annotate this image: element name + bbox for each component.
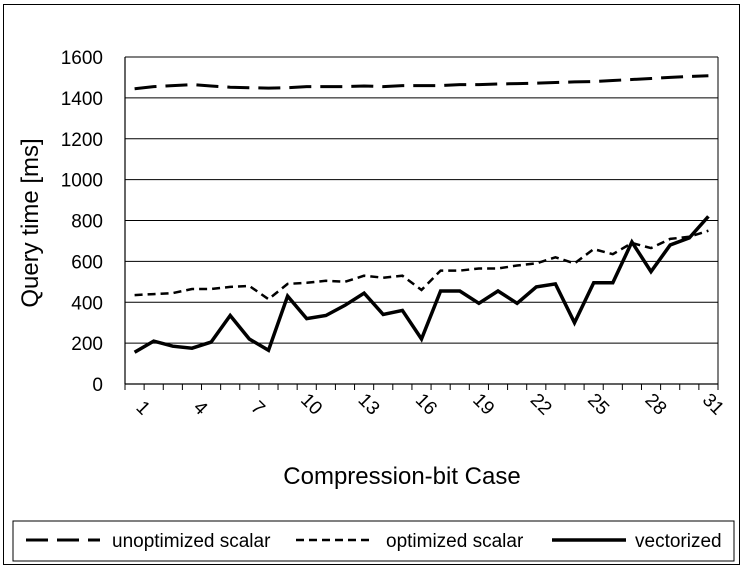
- y-tick-label: 1600: [61, 48, 103, 69]
- y-tick-labels: 0 200 400 600 800 1000 1200 1400 1600: [61, 48, 103, 396]
- x-tick-label: 25: [583, 390, 613, 420]
- x-tick-label: 1: [132, 397, 154, 419]
- y-tick-label: 1400: [61, 89, 103, 110]
- legend: unoptimized scalar optimized scalar vector…: [12, 520, 735, 562]
- y-tick-label: 800: [71, 212, 103, 233]
- y-tick-label: 600: [71, 252, 103, 273]
- x-tick-label: 13: [354, 390, 384, 420]
- chart-frame: [3, 4, 740, 565]
- legend-label: unoptimized scalar: [112, 531, 271, 552]
- gridlines: [125, 56, 718, 344]
- x-tick-label: 10: [296, 390, 326, 420]
- y-tick-label: 0: [92, 375, 103, 396]
- x-tick-label: 31: [698, 390, 728, 420]
- series-lines: [133, 74, 710, 354]
- series-line-vectorized: [133, 215, 710, 354]
- series-line-unoptimized-scalar: [134, 74, 709, 91]
- series-line-optimized-scalar: [134, 229, 709, 301]
- x-tick-label: 22: [526, 390, 556, 420]
- legend-label: optimized scalar: [386, 531, 524, 552]
- x-tick-label: 19: [468, 390, 498, 420]
- x-axis-label: Compression-bit Case: [283, 463, 520, 490]
- y-tick-label: 1000: [61, 171, 103, 192]
- legend-label: vectorized: [635, 531, 722, 552]
- y-axis-label: Query time [ms]: [17, 138, 44, 307]
- y-tick-label: 400: [71, 293, 103, 314]
- axes: [124, 57, 719, 390]
- x-tick-label: 4: [189, 397, 212, 420]
- y-tick-label: 1200: [61, 130, 103, 151]
- x-tick-labels: 1 4 7 10 13 16 19 22 25 28 31: [132, 390, 728, 420]
- x-tick-label: 7: [246, 397, 268, 419]
- x-tick-label: 28: [641, 390, 671, 420]
- x-tick-label: 16: [411, 390, 441, 420]
- y-tick-label: 200: [71, 334, 103, 355]
